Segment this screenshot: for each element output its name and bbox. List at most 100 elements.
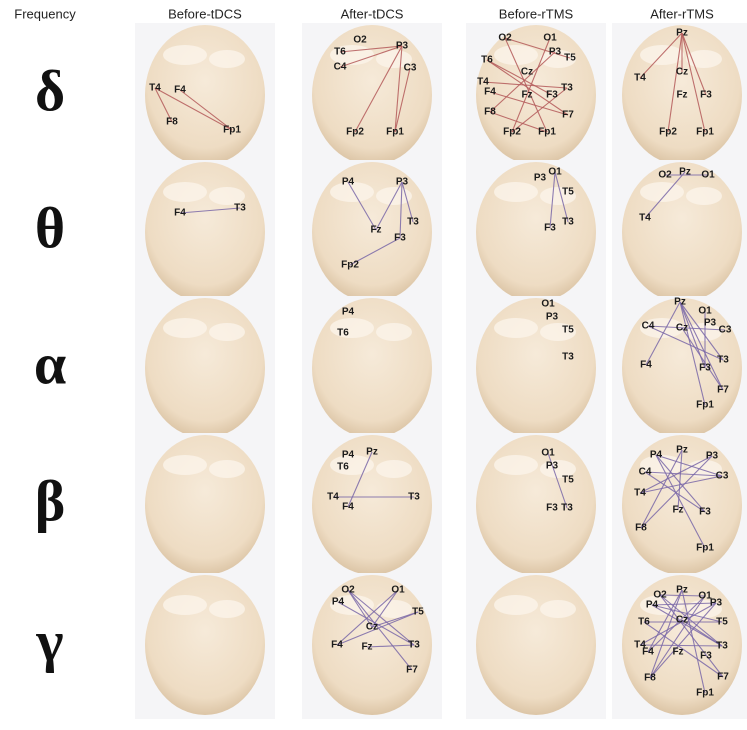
electrode-label: F8	[166, 117, 178, 128]
electrode-label: C4	[334, 62, 347, 73]
electrode-label: T5	[412, 607, 424, 618]
electrode-label: O2	[658, 170, 672, 181]
electrode-label: Cz	[676, 615, 688, 626]
electrode-label: T6	[334, 47, 346, 58]
band-label: β	[35, 468, 66, 533]
electrode-label: O1	[698, 306, 712, 317]
electrode-label: T6	[638, 617, 650, 628]
electrode-label: F4	[174, 208, 186, 219]
head	[622, 162, 742, 302]
head	[476, 298, 596, 438]
head-patch	[686, 50, 722, 68]
column-header: Before-tDCS	[168, 6, 242, 21]
electrode-label: C3	[716, 471, 729, 482]
head-patch	[376, 323, 412, 341]
electrode-label: T5	[562, 187, 574, 198]
electrode-label: Fp1	[696, 400, 714, 411]
head-patch	[494, 318, 538, 338]
electrode-label: P4	[342, 307, 355, 318]
head-patch	[376, 460, 412, 478]
electrode-label: T3	[561, 83, 573, 94]
figure: FrequencyBefore-tDCSAfter-tDCSBefore-rTM…	[0, 0, 747, 730]
head	[145, 575, 265, 715]
electrode-label: F7	[562, 110, 574, 121]
electrode-label: P4	[646, 600, 659, 611]
electrode-label: P3	[534, 173, 547, 184]
electrode-label: F4	[642, 647, 654, 658]
electrode-label: F7	[717, 672, 729, 683]
electrode-label: Fz	[521, 90, 532, 101]
electrode-label: P3	[546, 312, 559, 323]
electrode-label: C4	[639, 467, 652, 478]
head-patch	[163, 455, 207, 475]
electrode-label: T5	[562, 325, 574, 336]
electrode-label: O2	[498, 33, 512, 44]
electrode-label: Fp1	[538, 127, 556, 138]
head-patch	[163, 595, 207, 615]
electrode-label: Cz	[676, 67, 688, 78]
head-patch	[494, 182, 538, 202]
electrode-label: P3	[706, 451, 719, 462]
head-patch	[209, 460, 245, 478]
electrode-label: O1	[548, 167, 562, 178]
electrode-label: F3	[699, 363, 711, 374]
electrode-label: O1	[391, 585, 405, 596]
electrode-label: C4	[642, 321, 655, 332]
electrode-label: Pz	[676, 445, 688, 456]
electrode-label: Fz	[370, 225, 381, 236]
head	[145, 298, 265, 438]
electrode-label: Fp2	[341, 260, 359, 271]
electrode-label: F3	[546, 90, 558, 101]
head-patch	[494, 595, 538, 615]
head	[476, 575, 596, 715]
electrode-label: F4	[640, 360, 652, 371]
electrode-label: T4	[634, 73, 646, 84]
electrode-label: F3	[699, 507, 711, 518]
electrode-label: T3	[408, 492, 420, 503]
electrode-label: T5	[564, 53, 576, 64]
electrode-label: Fp2	[346, 127, 364, 138]
electrode-label: Fp1	[696, 543, 714, 554]
electrode-label: Fp1	[223, 125, 241, 136]
electrode-label: Fp1	[696, 127, 714, 138]
electrode-label: F7	[717, 385, 729, 396]
electrode-label: F4	[342, 502, 354, 513]
electrode-label: F3	[700, 651, 712, 662]
electrode-label: Fp1	[696, 688, 714, 699]
electrode-label: F3	[700, 90, 712, 101]
electrode-label: T4	[634, 488, 646, 499]
electrode-label: Pz	[676, 28, 688, 39]
band-label: α	[34, 331, 66, 396]
electrode-label: P3	[710, 598, 723, 609]
electrode-label: Fp2	[659, 127, 677, 138]
electrode-label: T3	[716, 641, 728, 652]
electrode-label: F8	[635, 523, 647, 534]
electrode-label: F3	[394, 233, 406, 244]
electrode-label: P3	[396, 41, 409, 52]
head-patch	[209, 600, 245, 618]
electrode-label: F4	[174, 85, 186, 96]
electrode-label: O2	[341, 585, 355, 596]
electrode-label: T4	[149, 83, 161, 94]
electrode-label: Cz	[521, 67, 533, 78]
electrode-label: T3	[408, 640, 420, 651]
electrode-label: T6	[337, 328, 349, 339]
electrode-label: O1	[701, 170, 715, 181]
head-patch	[163, 182, 207, 202]
electrode-label: T3	[561, 503, 573, 514]
electrode-label: F8	[484, 107, 496, 118]
electrode-label: T5	[716, 617, 728, 628]
electrode-label: Fz	[676, 90, 687, 101]
electrode-label: P3	[396, 177, 409, 188]
electrode-label: Fz	[672, 505, 683, 516]
electrode-label: T3	[717, 355, 729, 366]
electrode-label: T6	[481, 55, 493, 66]
head-patch	[209, 50, 245, 68]
electrode-label: P4	[342, 450, 355, 461]
electrode-label: T4	[327, 492, 339, 503]
head	[145, 25, 265, 165]
column-header: Before-rTMS	[499, 6, 574, 21]
column-header: After-rTMS	[650, 6, 714, 21]
head	[145, 435, 265, 575]
electrode-label: O2	[353, 35, 367, 46]
